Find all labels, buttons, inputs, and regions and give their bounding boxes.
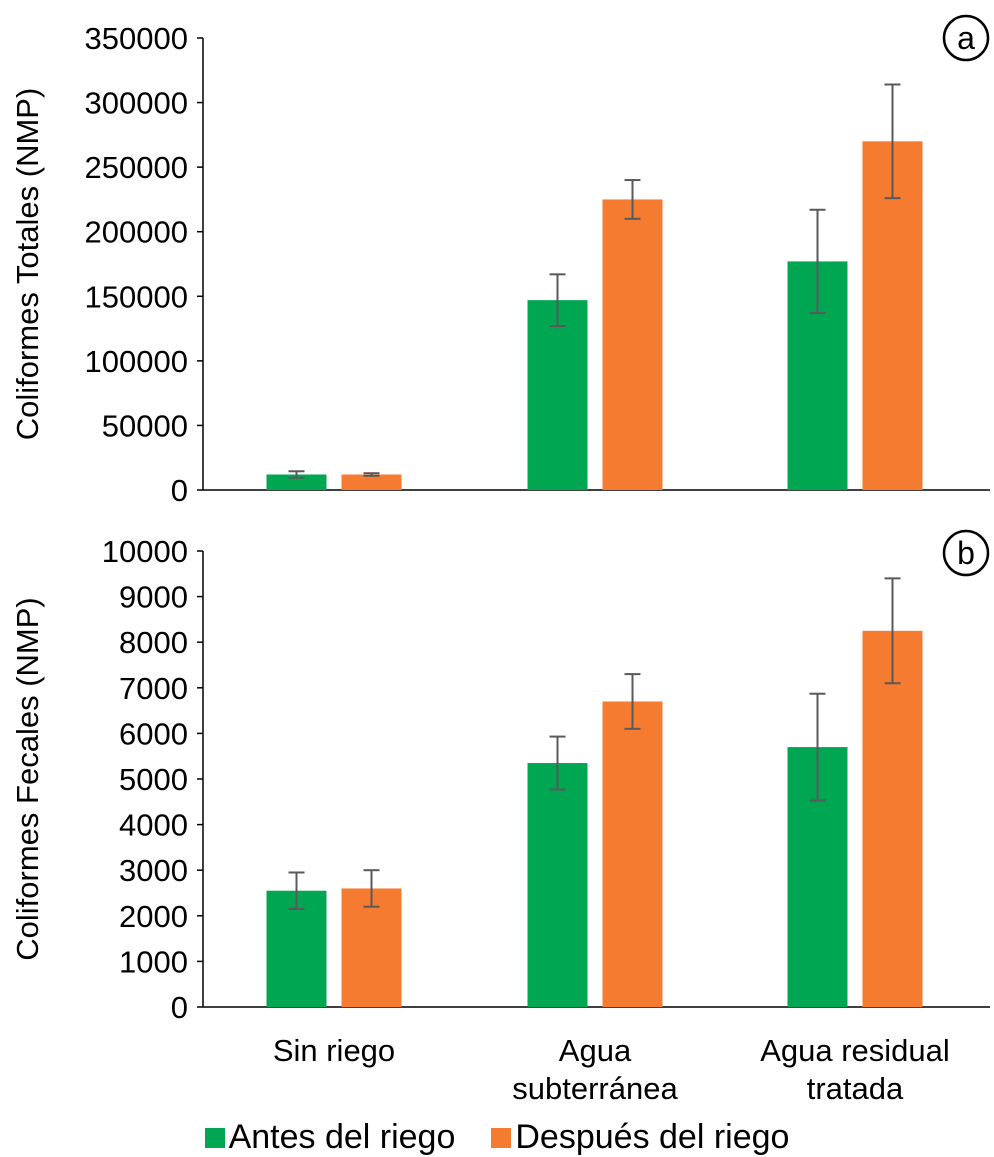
panel-label: b bbox=[957, 535, 975, 571]
y-tick-label: 2000 bbox=[119, 899, 188, 934]
y-tick-label: 350000 bbox=[85, 21, 188, 56]
panel-label: a bbox=[957, 20, 975, 56]
y-tick-label: 5000 bbox=[119, 762, 188, 797]
panel-b: 0 1000 2000 3000 4000 5000 6000 7000 8000 9000 100… bbox=[10, 529, 990, 1106]
y-axis-label: Coliformes Fecales (NMP) bbox=[10, 597, 45, 960]
y-tick-label: 150000 bbox=[85, 279, 188, 314]
y-tick-label: 0 bbox=[171, 990, 188, 1025]
y-tick-label: 50000 bbox=[102, 408, 188, 443]
legend-item-antes: Antes del riego bbox=[204, 1118, 456, 1157]
bar-despues bbox=[862, 141, 923, 491]
bar-despues bbox=[602, 701, 663, 1007]
bar-despues bbox=[341, 888, 402, 1007]
legend-swatch-antes bbox=[204, 1127, 225, 1148]
y-tick-label: 300000 bbox=[85, 86, 188, 121]
panel-label-circle bbox=[942, 14, 990, 62]
x-category-label: Agua residual bbox=[760, 1033, 950, 1068]
y-tick-label: 7000 bbox=[119, 671, 188, 706]
y-tick-label: 8000 bbox=[119, 625, 188, 660]
y-tick-label: 9000 bbox=[119, 580, 188, 615]
y-tick-label: 200000 bbox=[85, 215, 188, 250]
x-category-label: Sin riego bbox=[273, 1033, 395, 1068]
legend-swatch-despues bbox=[491, 1127, 512, 1148]
bar-despues bbox=[862, 630, 923, 1007]
y-tick-label: 0 bbox=[171, 473, 188, 508]
bar-antes bbox=[266, 474, 327, 490]
panel-a: 0 50000 100000 150000 200000 250000 300000 3500… bbox=[10, 14, 990, 508]
y-tick-label: 250000 bbox=[85, 150, 188, 185]
bar-despues bbox=[341, 474, 402, 490]
y-axis-label: Coliformes Totales (NMP) bbox=[10, 88, 45, 441]
y-tick-label: 6000 bbox=[119, 716, 188, 751]
bar-antes bbox=[527, 763, 588, 1007]
panel-label-circle bbox=[942, 529, 990, 577]
legend: Antes del riego Después del riego bbox=[0, 1118, 994, 1157]
legend-label-antes: Antes del riego bbox=[228, 1118, 456, 1156]
bar-despues bbox=[602, 199, 663, 490]
legend-item-despues: Después del riego bbox=[491, 1118, 789, 1157]
y-tick-label: 10000 bbox=[102, 534, 188, 569]
y-tick-label: 100000 bbox=[85, 344, 188, 379]
x-category-label: tratada bbox=[807, 1071, 904, 1106]
x-category-label: subterránea bbox=[512, 1071, 678, 1106]
bar-antes bbox=[527, 300, 588, 490]
bar-antes bbox=[266, 890, 327, 1007]
y-tick-label: 1000 bbox=[119, 944, 188, 979]
x-category-label: Agua bbox=[559, 1033, 632, 1068]
y-tick-label: 3000 bbox=[119, 853, 188, 888]
legend-label-despues: Después del riego bbox=[515, 1118, 790, 1156]
chart-svg: 0500001000001500002000002500003000003500… bbox=[10, 14, 990, 1106]
y-tick-label: 4000 bbox=[119, 808, 188, 843]
